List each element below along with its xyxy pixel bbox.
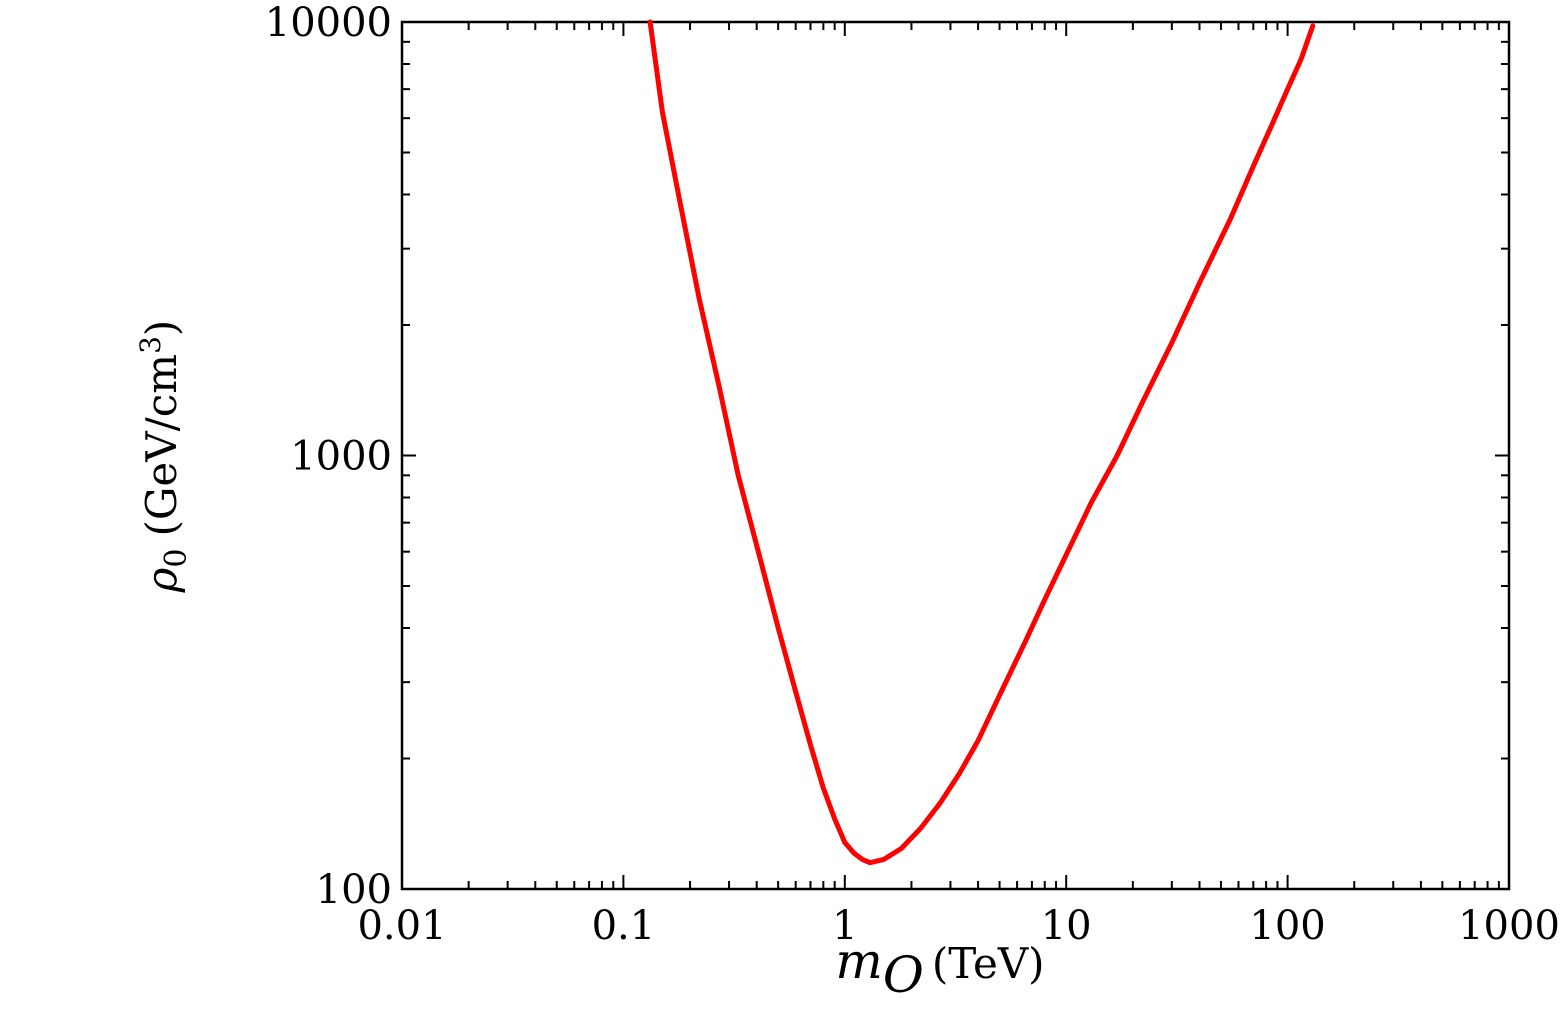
x-axis-ticks <box>401 22 1510 889</box>
x-axis-unit: (TeV) <box>932 939 1045 988</box>
y-axis-symbol: ρ <box>137 567 186 593</box>
x-tick-label: 0.1 <box>592 903 656 949</box>
x-tick-label: 100 <box>1249 903 1325 949</box>
x-tick-label: 10 <box>1041 903 1092 949</box>
y-tick-label: 10000 <box>265 0 392 46</box>
x-tick-label: 0.01 <box>357 903 446 949</box>
x-axis-tick-labels: 0.01 0.1 1 10 100 1000 <box>357 903 1559 949</box>
x-tick-label: 1 <box>832 903 857 949</box>
y-tick-label: 1000 <box>290 434 392 480</box>
x-axis-symbol: m <box>835 932 882 990</box>
y-axis-unit-sup: 3 <box>134 336 167 354</box>
y-axis-tick-labels: 100 1000 10000 <box>265 0 392 913</box>
x-axis-subscript: O <box>883 946 924 1004</box>
y-axis-subscript: 0 <box>159 549 194 568</box>
y-axis-unit-before: (GeV/cm <box>137 354 186 537</box>
y-axis-unit-after: ) <box>137 320 186 336</box>
x-tick-label: 1000 <box>1458 903 1560 949</box>
y-tick-label: 100 <box>316 867 392 913</box>
plot-frame <box>400 20 1511 891</box>
y-axis-label: ρ0 (GeV/cm3) <box>134 320 194 594</box>
y-axis-ticks <box>402 21 1509 890</box>
x-axis-label: mO (TeV) <box>835 932 1044 1004</box>
series-line <box>647 19 1316 866</box>
